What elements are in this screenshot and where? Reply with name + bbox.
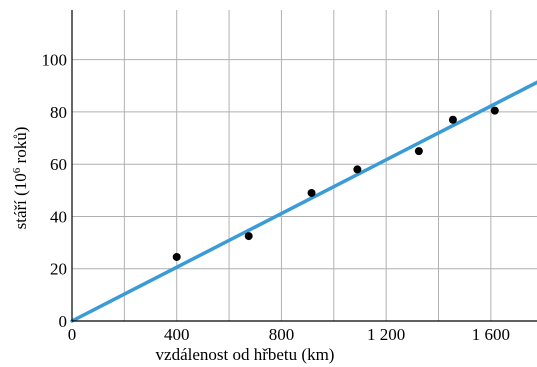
x-axis-label: vzdálenost od hřbetu (km) — [156, 345, 335, 364]
y-tick-labels: 0 20 40 60 80 100 — [42, 51, 68, 331]
fit-line-group — [70, 80, 537, 323]
data-point — [490, 106, 499, 115]
data-points — [172, 106, 499, 261]
axes — [71, 10, 537, 322]
x-tick-label: 800 — [269, 325, 295, 344]
x-tick-label: 1 600 — [472, 325, 510, 344]
grid — [72, 10, 537, 321]
y-tick-label: 100 — [42, 51, 68, 70]
y-tick-label: 0 — [59, 312, 68, 331]
y-axis-label-sup: 6 — [11, 167, 23, 173]
y-tick-label: 60 — [50, 155, 67, 174]
y-axis-label-end: roků) — [11, 127, 30, 168]
y-axis-label: stáří (106 roků) — [11, 127, 30, 230]
data-point — [448, 115, 457, 124]
y-tick-label: 20 — [50, 260, 67, 279]
data-point — [172, 252, 181, 261]
x-tick-label: 400 — [164, 325, 190, 344]
x-tick-label: 0 — [68, 325, 77, 344]
data-point — [244, 232, 253, 241]
x-tick-labels: 0 400 800 1 200 1 600 — [68, 325, 510, 344]
data-point — [307, 188, 316, 197]
fit-line — [70, 80, 537, 323]
x-tick-label: 1 200 — [367, 325, 405, 344]
y-tick-label: 40 — [50, 207, 67, 226]
y-axis-label-main: stáří (10 — [11, 173, 30, 229]
y-tick-label: 80 — [50, 103, 67, 122]
data-point — [353, 165, 362, 174]
data-point — [414, 147, 423, 156]
